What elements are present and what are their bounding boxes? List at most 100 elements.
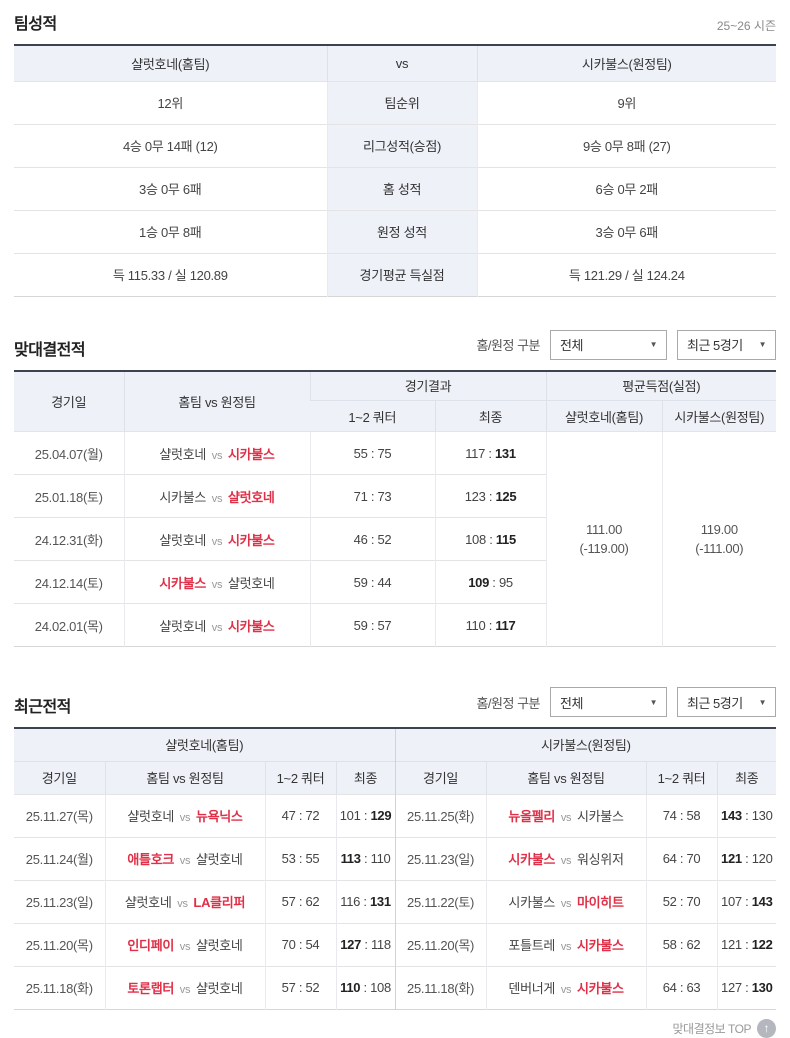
- avg-away-column-header: 시카불스(원정팀): [661, 400, 777, 432]
- arrow-up-icon[interactable]: ↑: [757, 1018, 776, 1038]
- home-final-score: 108: [465, 531, 486, 547]
- away-final-score: 131: [370, 894, 391, 909]
- date-column-header: 경기일: [394, 760, 487, 794]
- away-team-name: 샬럿호네: [227, 489, 275, 505]
- home-stat-value: 12위: [14, 80, 327, 124]
- quarter-score-cell: 74 : 58: [645, 793, 718, 837]
- vs-label: vs: [177, 941, 193, 953]
- matchup-cell: 샬럿호네 vs LA클리퍼: [104, 879, 265, 923]
- away-final-score: 115: [495, 531, 516, 547]
- h2h-filters: 홈/원정 구분 전체 ▼ 최근 5경기 ▼: [476, 329, 776, 360]
- avg-points: 119.00: [700, 521, 738, 537]
- away-final-score: 95: [498, 574, 513, 590]
- venue-filter-label: 홈/원정 구분: [476, 338, 540, 353]
- away-group-header: 시카불스(원정팀): [394, 728, 777, 761]
- away-team-name: LA클리퍼: [193, 895, 246, 910]
- h2h-header-row-2: 1~2 쿼터 최종 샬럿호네(홈팀) 시카불스(원정팀): [14, 400, 777, 432]
- final-score-cell: 121 : 122: [716, 922, 777, 966]
- vs-label: vs: [177, 855, 193, 867]
- home-team-name: 샬럿호네: [127, 809, 175, 824]
- table-row: 3승 0무 6패 홈 성적 6승 0무 2패: [14, 166, 776, 210]
- venue-filter-label: 홈/원정 구분: [476, 695, 540, 711]
- quarter-score-cell: 64 : 63: [645, 965, 718, 1009]
- game-date: 25.11.23(일): [394, 836, 487, 880]
- away-team-name: 시카불스: [227, 618, 275, 634]
- game-date: 25.04.07(월): [14, 431, 124, 475]
- score-separator: :: [741, 937, 752, 952]
- vs-label: vs: [209, 621, 225, 634]
- vs-label: vs: [177, 984, 193, 996]
- away-final-score: 110: [370, 851, 391, 866]
- score-separator: :: [741, 851, 752, 866]
- table-row: 25.01.18(토) 시카불스 vs 샬럿호네 71 : 73 123 : 125: [14, 474, 776, 518]
- home-final-score: 127: [340, 937, 362, 952]
- venue-filter-select-2[interactable]: 전체 ▼: [550, 687, 667, 717]
- recent-games-select-2[interactable]: 최근 5경기 ▼: [677, 687, 776, 717]
- away-final-score: 130: [751, 980, 773, 995]
- venue-filter-select[interactable]: 전체 ▼: [550, 329, 667, 360]
- final-score-cell: 110 : 117: [434, 603, 547, 647]
- game-date: 25.11.20(목): [14, 922, 105, 966]
- score-separator: :: [485, 531, 496, 547]
- recent-games-value: 최근 5경기: [687, 338, 743, 353]
- final-score-cell: 107 : 143: [716, 879, 777, 923]
- date-column-header: 경기일: [14, 370, 124, 432]
- avg-home-cell: 111.00 (-119.00): [545, 431, 663, 647]
- matchup-cell: 샬럿호네 vs 시카불스: [123, 517, 310, 561]
- score-separator: :: [741, 980, 752, 995]
- table-row: 25.11.18(화) 토론랩터 vs 샬럿호네 57 : 52 110 : 108 2…: [14, 965, 777, 1009]
- matchup-cell: 덴버너게 vs 시카불스: [485, 965, 647, 1009]
- recent-games-select[interactable]: 최근 5경기 ▼: [677, 329, 776, 360]
- team-stats-table: 샬럿호네(홈팀) vs 시카불스(원정팀) 12위 팀순위 9위 4승 0무 14패 …: [14, 44, 776, 297]
- away-final-score: 117: [495, 617, 516, 633]
- avg-points-against: (-119.00): [579, 541, 629, 556]
- home-team-name: 토론랩터: [127, 981, 175, 996]
- home-team-name: 뉴올펠리: [508, 809, 556, 824]
- game-date: 24.12.31(화): [14, 517, 124, 561]
- head-to-head-table: 경기일 홈팀 vs 원정팀 경기결과 평균득점(실점) 1~2 쿼터 최종 샬럿…: [14, 369, 777, 647]
- venue-filter-value: 전체: [560, 695, 583, 711]
- quarter-column-header: 1~2 쿼터: [310, 400, 435, 432]
- page-footer: 맞대결정보 TOP ↑: [14, 1010, 776, 1038]
- chevron-down-icon: ▼: [649, 697, 658, 707]
- final-score-cell: 121 : 120: [716, 836, 777, 880]
- away-stat-value: 3승 0무 6패: [476, 209, 776, 253]
- recent-results-table: 샬럿호네(홈팀) 시카불스(원정팀) 경기일 홈팀 vs 원정팀 1~2 쿼터 …: [14, 727, 777, 1010]
- game-date: 25.11.24(월): [14, 836, 105, 880]
- matchup-cell: 토론랩터 vs 샬럿호네: [104, 965, 265, 1009]
- quarter-score-cell: 52 : 70: [645, 879, 718, 923]
- quarter-score-cell: 47 : 72: [264, 793, 336, 837]
- quarter-score-cell: 57 : 62: [264, 879, 336, 923]
- away-team-name: 샬럿호네: [227, 575, 275, 591]
- team-stats-header-row: 샬럿호네(홈팀) vs 시카불스(원정팀): [14, 45, 776, 81]
- score-separator: :: [360, 980, 371, 995]
- head-to-head-title: 맞대결전적: [14, 341, 86, 359]
- away-team-name: 마이히트: [576, 895, 624, 910]
- quarter-column-header: 1~2 쿼터: [264, 760, 336, 794]
- matchup-cell: 시카불스 vs 마이히트: [485, 879, 647, 923]
- final-column-header: 최종: [434, 400, 547, 432]
- game-date: 25.01.18(토): [14, 474, 124, 518]
- avg-away-cell: 119.00 (-111.00): [661, 431, 777, 647]
- away-stat-value: 득 121.29 / 실 124.24: [476, 252, 776, 296]
- table-row: 4승 0무 14패 (12) 리그성적(승점) 9승 0무 8패 (27): [14, 123, 776, 167]
- away-team-name: 뉴욕닉스: [195, 809, 243, 824]
- game-date: 25.11.18(화): [394, 965, 487, 1009]
- result-group-header: 경기결과: [309, 370, 547, 401]
- game-date: 25.11.20(목): [394, 922, 487, 966]
- home-team-name: 시카불스: [159, 489, 207, 505]
- team-stats-title: 팀성적: [14, 16, 57, 33]
- final-score-cell: 143 : 130: [716, 793, 777, 837]
- vs-label: vs: [174, 898, 191, 910]
- home-final-score: 110: [465, 617, 486, 633]
- final-score-cell: 117 : 131: [434, 431, 547, 475]
- stat-label: 리그성적(승점): [326, 123, 477, 167]
- vs-label: vs: [177, 812, 193, 824]
- table-row: 24.12.14(토) 시카불스 vs 샬럿호네 59 : 44 109 : 95: [14, 560, 776, 604]
- home-team-name: 샬럿호네: [124, 895, 172, 910]
- matchup-cell: 샬럿호네 vs 뉴욕닉스: [104, 793, 265, 837]
- back-to-top-link[interactable]: 맞대결정보 TOP: [672, 1021, 752, 1036]
- home-team-header: 샬럿호네(홈팀): [14, 45, 327, 81]
- table-row: 25.11.24(월) 애틀호크 vs 샬럿호네 53 : 55 113 : 110 2…: [14, 836, 777, 880]
- away-stat-value: 9위: [476, 80, 776, 124]
